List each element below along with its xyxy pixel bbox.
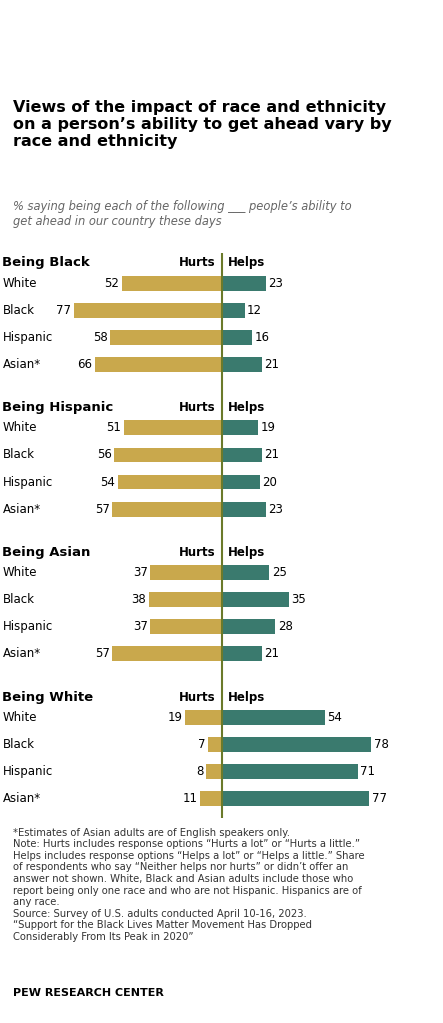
Bar [112, 647, 222, 661]
Bar [222, 619, 275, 634]
Bar [222, 738, 371, 752]
Bar [118, 475, 222, 489]
Text: Black: Black [3, 738, 35, 751]
Text: 52: 52 [105, 276, 119, 290]
Text: 23: 23 [268, 276, 283, 290]
Text: 51: 51 [106, 421, 121, 435]
Text: Hurts: Hurts [179, 401, 215, 414]
Text: 16: 16 [255, 330, 270, 344]
Text: 37: 37 [133, 566, 148, 579]
Text: PEW RESEARCH CENTER: PEW RESEARCH CENTER [13, 988, 164, 997]
Text: 23: 23 [268, 502, 283, 516]
Bar [208, 738, 222, 752]
Text: 77: 77 [372, 792, 387, 805]
Text: 57: 57 [95, 502, 109, 516]
Text: 19: 19 [167, 711, 183, 724]
Text: 58: 58 [93, 330, 108, 344]
Text: Helps: Helps [228, 401, 265, 414]
Text: 19: 19 [260, 421, 276, 435]
Text: 54: 54 [328, 711, 342, 724]
Text: 7: 7 [198, 738, 206, 751]
Text: 56: 56 [97, 448, 112, 461]
Bar [112, 501, 222, 517]
Bar [222, 710, 325, 725]
Text: Being Hispanic: Being Hispanic [3, 401, 114, 414]
Bar [222, 592, 289, 608]
Text: 71: 71 [360, 765, 375, 779]
Text: Views of the impact of race and ethnicity
on a person’s ability to get ahead var: Views of the impact of race and ethnicit… [13, 99, 392, 149]
Bar [206, 764, 222, 780]
Text: 54: 54 [101, 476, 115, 489]
Text: White: White [3, 421, 37, 435]
Bar [185, 710, 222, 725]
Text: 35: 35 [291, 593, 306, 607]
Text: % saying being each of the following ___ people’s ability to
get ahead in our co: % saying being each of the following ___… [13, 199, 352, 228]
Text: Helps: Helps [228, 546, 265, 559]
Text: Asian*: Asian* [3, 648, 41, 661]
Text: 28: 28 [278, 620, 292, 633]
Text: Helps: Helps [228, 257, 265, 269]
Text: 78: 78 [374, 738, 389, 751]
Text: Asian*: Asian* [3, 358, 41, 370]
Text: 37: 37 [133, 620, 148, 633]
Text: 66: 66 [78, 358, 92, 370]
Bar [114, 447, 222, 462]
Bar [222, 357, 262, 371]
Bar [200, 791, 222, 806]
Bar [222, 303, 245, 317]
Text: 21: 21 [264, 448, 279, 461]
Bar [122, 275, 222, 291]
Text: Hurts: Hurts [179, 691, 215, 704]
Text: 11: 11 [183, 792, 198, 805]
Text: White: White [3, 711, 37, 724]
Text: 25: 25 [272, 566, 287, 579]
Text: 21: 21 [264, 358, 279, 370]
Text: 38: 38 [131, 593, 146, 607]
Bar [95, 357, 222, 371]
Text: Black: Black [3, 593, 35, 607]
Bar [222, 329, 252, 345]
Bar [222, 791, 369, 806]
Text: Being Asian: Being Asian [3, 546, 91, 559]
Text: Asian*: Asian* [3, 502, 41, 516]
Bar [222, 501, 266, 517]
Text: 20: 20 [262, 476, 277, 489]
Bar [151, 566, 222, 580]
Text: Asian*: Asian* [3, 792, 41, 805]
Text: 57: 57 [95, 648, 109, 661]
Text: Being Black: Being Black [3, 257, 90, 269]
Text: Hispanic: Hispanic [3, 330, 53, 344]
Bar [222, 647, 262, 661]
Bar [222, 764, 358, 780]
Text: *Estimates of Asian adults are of English speakers only.
Note: Hurts includes re: *Estimates of Asian adults are of Englis… [13, 828, 365, 942]
Bar [222, 275, 266, 291]
Bar [222, 420, 258, 436]
Text: 12: 12 [247, 304, 262, 317]
Bar [222, 475, 260, 489]
Text: Hurts: Hurts [179, 546, 215, 559]
Bar [222, 566, 269, 580]
Bar [151, 619, 222, 634]
Text: White: White [3, 276, 37, 290]
Text: Helps: Helps [228, 691, 265, 704]
Text: 8: 8 [196, 765, 204, 779]
Bar [148, 592, 222, 608]
Text: Hispanic: Hispanic [3, 765, 53, 779]
Text: 21: 21 [264, 648, 279, 661]
Bar [74, 303, 222, 317]
Text: Hispanic: Hispanic [3, 620, 53, 633]
Text: Hispanic: Hispanic [3, 476, 53, 489]
Bar [110, 329, 222, 345]
Text: Black: Black [3, 448, 35, 461]
Text: Black: Black [3, 304, 35, 317]
Bar [222, 447, 262, 462]
Text: White: White [3, 566, 37, 579]
Bar [124, 420, 222, 436]
Text: Hurts: Hurts [179, 257, 215, 269]
Text: Being White: Being White [3, 691, 93, 704]
Text: 77: 77 [56, 304, 71, 317]
